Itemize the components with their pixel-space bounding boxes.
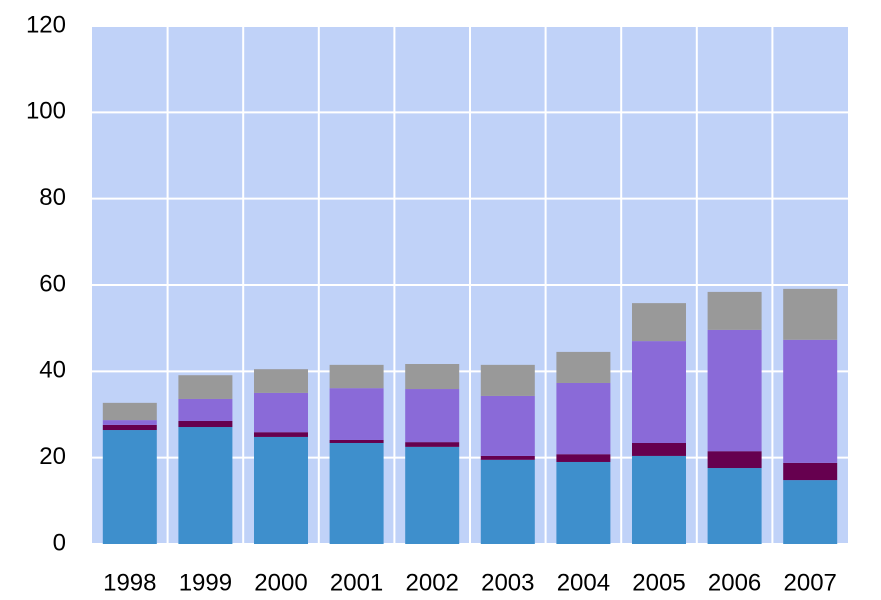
bar-segment: [783, 339, 838, 463]
y-tick-label: 0: [53, 529, 66, 556]
x-tick-label: 2006: [708, 569, 761, 596]
x-tick-label: 2007: [784, 569, 837, 596]
bar-segment: [254, 436, 308, 544]
bar-segment: [480, 455, 535, 460]
bar-segment: [632, 442, 686, 456]
y-tick-label: 20: [39, 443, 66, 470]
bar-segment: [405, 363, 460, 390]
bar-segment: [329, 442, 384, 544]
bar-segment: [102, 424, 157, 431]
bar-segment: [707, 329, 762, 452]
x-tick-label: 2003: [481, 569, 534, 596]
bar-segment: [178, 420, 233, 428]
bar-segment: [329, 439, 384, 443]
x-tick-label: 2001: [330, 569, 383, 596]
bar-segment: [556, 461, 611, 544]
y-tick-label: 60: [39, 270, 66, 297]
x-tick-label: 1998: [103, 569, 156, 596]
bar-segment: [405, 442, 460, 447]
bar-segment: [556, 351, 611, 383]
bar-segment: [178, 427, 233, 544]
bar-segment: [707, 451, 762, 469]
x-tick-label: 1999: [179, 569, 232, 596]
bar-segment: [632, 341, 686, 443]
x-tick-label: 2002: [406, 569, 459, 596]
bar-segment: [480, 395, 535, 456]
y-tick-label: 100: [26, 98, 66, 125]
y-tick-label: 80: [39, 184, 66, 211]
bar-segment: [707, 291, 762, 330]
bar-segment: [329, 364, 384, 389]
x-tick-label: 2000: [254, 569, 307, 596]
bar-segment: [632, 303, 686, 342]
bar-segment: [480, 364, 535, 396]
bar-segment: [783, 480, 838, 544]
bar-segment: [405, 389, 460, 443]
bar-segment: [783, 288, 838, 340]
bar-segment: [178, 375, 233, 399]
x-tick-label: 2005: [632, 569, 685, 596]
x-tick-label: 2004: [557, 569, 610, 596]
bar-segment: [254, 392, 308, 433]
bar-segment: [783, 462, 838, 481]
bar-segment: [707, 468, 762, 544]
y-tick-label: 40: [39, 357, 66, 384]
bar-segment: [405, 446, 460, 544]
bar-segment: [178, 398, 233, 421]
y-tick-label: 120: [26, 11, 66, 38]
bar-segment: [254, 432, 308, 437]
bar-segment: [102, 420, 157, 425]
bar-segment: [254, 369, 308, 393]
bar-segment: [102, 430, 157, 544]
bar-segment: [102, 402, 157, 421]
bar-segment: [329, 388, 384, 440]
bar-segment: [556, 382, 611, 455]
bar-segment: [480, 459, 535, 544]
bar-segment: [556, 454, 611, 462]
bar-segment: [632, 455, 686, 544]
